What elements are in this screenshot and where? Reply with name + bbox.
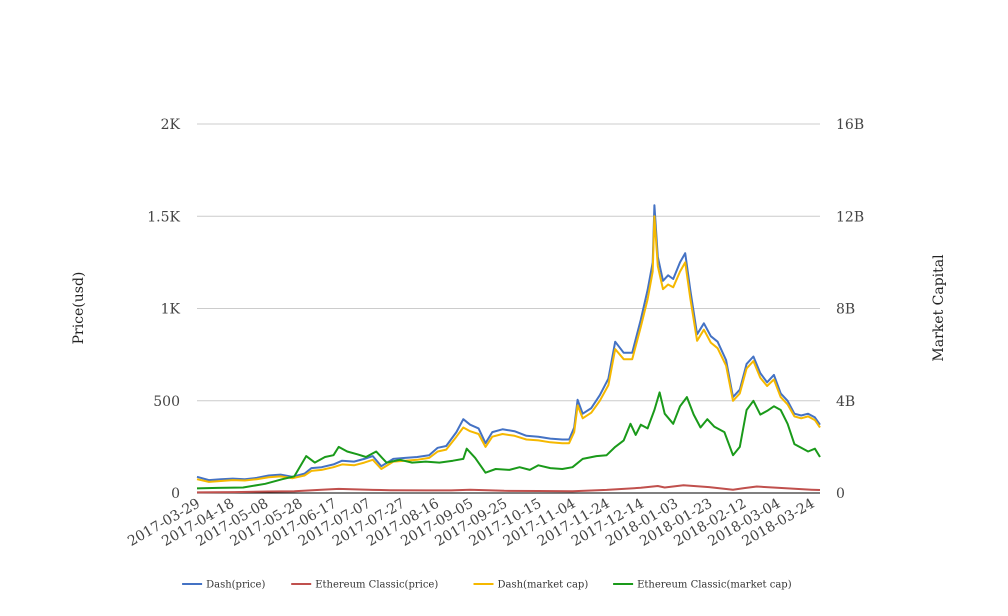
y-tick-label-left: 1.5K [147, 209, 180, 225]
series-line [196, 215, 821, 483]
series-line [196, 484, 821, 494]
gridlines [197, 123, 820, 402]
y-tick-label-right: 4B [836, 394, 855, 410]
legend-label: Dash(market cap) [498, 580, 589, 591]
series-lines [196, 204, 821, 494]
y-tick-label-right: 0 [836, 486, 845, 502]
legend-item: Dash(market cap) [473, 580, 589, 591]
y-tick-label-left: 500 [153, 394, 180, 410]
y-tick-label-left: 1K [161, 302, 181, 318]
legend-label: Ethereum Classic(price) [315, 580, 438, 591]
legend-label: Dash(price) [206, 580, 265, 591]
legend-item: Ethereum Classic(market cap) [613, 580, 792, 591]
y-tick-label-right: 8B [836, 302, 855, 318]
legend-item: Dash(price) [182, 580, 265, 591]
y-axis-title-left: Price(usd) [71, 272, 87, 345]
y-tick-label-left: 0 [171, 486, 180, 502]
axes: 05001K1.5K2K04B8B12B16B2017-03-292017-04… [125, 117, 864, 550]
legend-item: Ethereum Classic(price) [291, 580, 438, 591]
y-tick-label-right: 16B [836, 117, 864, 133]
legend: Dash(price) Ethereum Classic(price) Dash(m… [182, 580, 792, 591]
y-axis-title-right: Market Capital [931, 254, 947, 362]
series-line [196, 391, 821, 490]
legend-label: Ethereum Classic(market cap) [637, 580, 792, 591]
y-tick-label-right: 12B [836, 209, 864, 225]
y-tick-label-left: 2K [161, 117, 181, 133]
